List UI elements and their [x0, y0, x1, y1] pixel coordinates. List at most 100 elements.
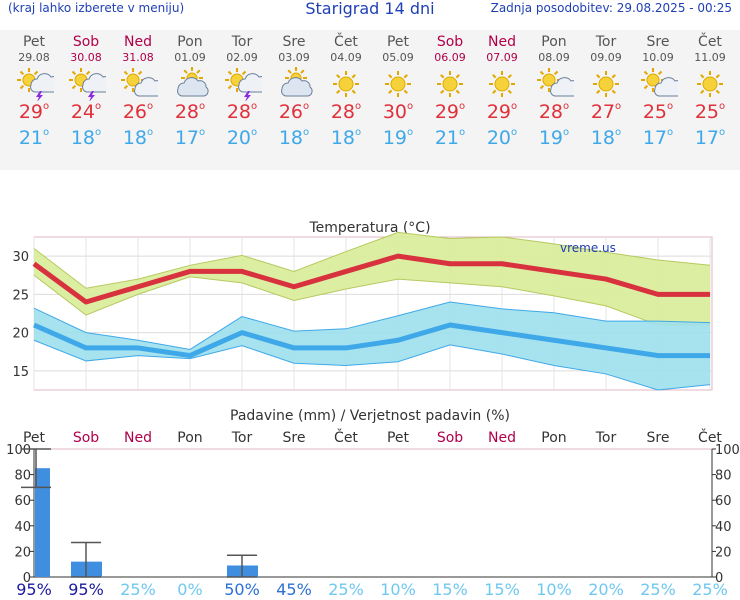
- y-tick-label-right: 20: [715, 545, 732, 560]
- day-date: 10.09: [642, 51, 674, 64]
- y-tick-label-right: 0: [715, 571, 723, 586]
- precip-probability: 50%: [224, 580, 260, 599]
- max-temp: 25o: [694, 101, 726, 123]
- max-temp: 28o: [538, 101, 570, 123]
- day-name: Tor: [595, 34, 617, 50]
- precip-probability: 15%: [484, 580, 520, 599]
- day-name: Pon: [541, 34, 567, 50]
- min-temp-line: [32, 322, 710, 359]
- max-range-upper: [33, 231, 711, 289]
- day-column: Sob 30.08 24o 18o: [60, 30, 114, 170]
- day-name: Pet: [22, 34, 46, 50]
- sun-icon: [372, 67, 424, 101]
- day-column: Sre 10.09 25o 17o: [632, 30, 686, 170]
- chart-title: Temperatura (°C): [308, 220, 430, 236]
- day-date: 06.09: [434, 51, 466, 64]
- y-tick-label-right: 60: [715, 494, 732, 509]
- min-temp: 19o: [382, 127, 414, 149]
- precip-probability: 45%: [276, 580, 312, 599]
- x-day-label: Sre: [647, 430, 670, 446]
- sun-cloud-icon: [632, 67, 686, 101]
- max-temp: 28o: [226, 101, 258, 123]
- precip-bar: [35, 468, 50, 577]
- min-temp: 20o: [486, 127, 518, 149]
- sun-icon: [684, 67, 736, 101]
- y-tick-label-left: 0: [23, 571, 31, 586]
- location-hint[interactable]: (kraj lahko izberete v meniju): [8, 1, 185, 15]
- day-date: 01.09: [174, 51, 206, 64]
- chart-title: Padavine (mm) / Verjetnost padavin (%): [230, 408, 510, 424]
- day-column: Pon 08.09 28o 19o: [528, 30, 582, 170]
- max-temp-line: [32, 253, 710, 305]
- min-temp: 17o: [174, 127, 206, 149]
- min-temp: 21o: [18, 127, 50, 149]
- x-day-label: Ned: [124, 430, 152, 446]
- sun-icon: [424, 67, 476, 101]
- x-day-label: Čet: [334, 428, 358, 446]
- sun-icon: [476, 67, 528, 101]
- y-tick-label: 20: [12, 327, 29, 342]
- sun-cloud-thunder-icon: [216, 67, 270, 102]
- x-day-label: Sob: [437, 430, 463, 446]
- sun-behind-cloud-icon: [268, 67, 320, 101]
- y-tick-label-left: 20: [14, 545, 31, 560]
- sun-cloud-icon: [112, 67, 166, 101]
- x-day-label: Sre: [283, 430, 306, 446]
- x-day-label: Tor: [231, 430, 253, 446]
- sun-behind-cloud-icon: [164, 67, 216, 101]
- max-temp: 26o: [278, 101, 310, 123]
- day-column: Tor 02.09 28o 20o: [216, 30, 270, 170]
- day-date: 02.09: [226, 51, 258, 64]
- day-date: 31.08: [122, 51, 154, 64]
- x-day-label: Tor: [595, 430, 617, 446]
- day-date: 30.08: [70, 51, 102, 64]
- x-day-label: Pon: [541, 430, 566, 446]
- day-column: Čet 11.09 25o 17o: [684, 30, 736, 170]
- day-column: Pon 01.09 28o 17o: [164, 30, 216, 170]
- min-temp: 18o: [122, 127, 154, 149]
- sun-icon: [320, 67, 372, 101]
- min-temp: 18o: [330, 127, 362, 149]
- day-date: 29.08: [18, 51, 50, 64]
- day-name: Pon: [177, 34, 203, 50]
- x-day-label: Pet: [387, 430, 410, 446]
- temperature-chart: Temperatura (°C) 15 20 25 30 vreme.us: [12, 220, 713, 391]
- max-temp: 28o: [330, 101, 362, 123]
- min-temp: 19o: [538, 127, 570, 149]
- precip-probability: 95%: [68, 580, 104, 599]
- day-date: 09.09: [590, 51, 622, 64]
- min-temp: 20o: [226, 127, 258, 149]
- precip-probability: 10%: [536, 580, 572, 599]
- max-temp: 30o: [382, 101, 414, 123]
- day-date: 11.09: [694, 51, 726, 64]
- day-column: Pet 05.09 30o 19o: [372, 30, 424, 170]
- max-temp: 24o: [70, 101, 102, 123]
- day-name: Sre: [646, 34, 670, 50]
- y-tick-label-right: 80: [715, 469, 732, 484]
- day-date: 05.09: [382, 51, 414, 64]
- day-column: Čet 04.09 28o 18o: [320, 30, 372, 170]
- sun-cloud-thunder-icon: [8, 67, 62, 102]
- day-name: Sre: [282, 34, 306, 50]
- max-temp: 28o: [174, 101, 206, 123]
- y-tick-label-left: 40: [14, 520, 31, 535]
- min-range-upper: [33, 301, 711, 350]
- precip-probability: 0%: [177, 580, 203, 599]
- min-temp: 17o: [642, 127, 674, 149]
- precip-probability: 15%: [432, 580, 468, 599]
- day-column: Sob 06.09 29o 21o: [424, 30, 476, 170]
- last-update: Zadnja posodobitev: 29.08.2025 - 00:25: [490, 1, 732, 15]
- max-temp: 25o: [642, 101, 674, 123]
- day-name: Sob: [72, 34, 100, 50]
- x-day-label: Pon: [177, 430, 202, 446]
- x-day-label: Ned: [488, 430, 516, 446]
- max-range-band: [34, 232, 710, 325]
- min-temp: 18o: [278, 127, 310, 149]
- day-column: Sre 03.09 26o 18o: [268, 30, 320, 170]
- max-range-lower: [33, 274, 710, 326]
- watermark: vreme.us: [560, 241, 616, 255]
- min-temp: 18o: [590, 127, 622, 149]
- min-temp: 21o: [434, 127, 466, 149]
- day-name: Ned: [124, 34, 152, 50]
- y-tick-label-right: 100: [715, 443, 740, 458]
